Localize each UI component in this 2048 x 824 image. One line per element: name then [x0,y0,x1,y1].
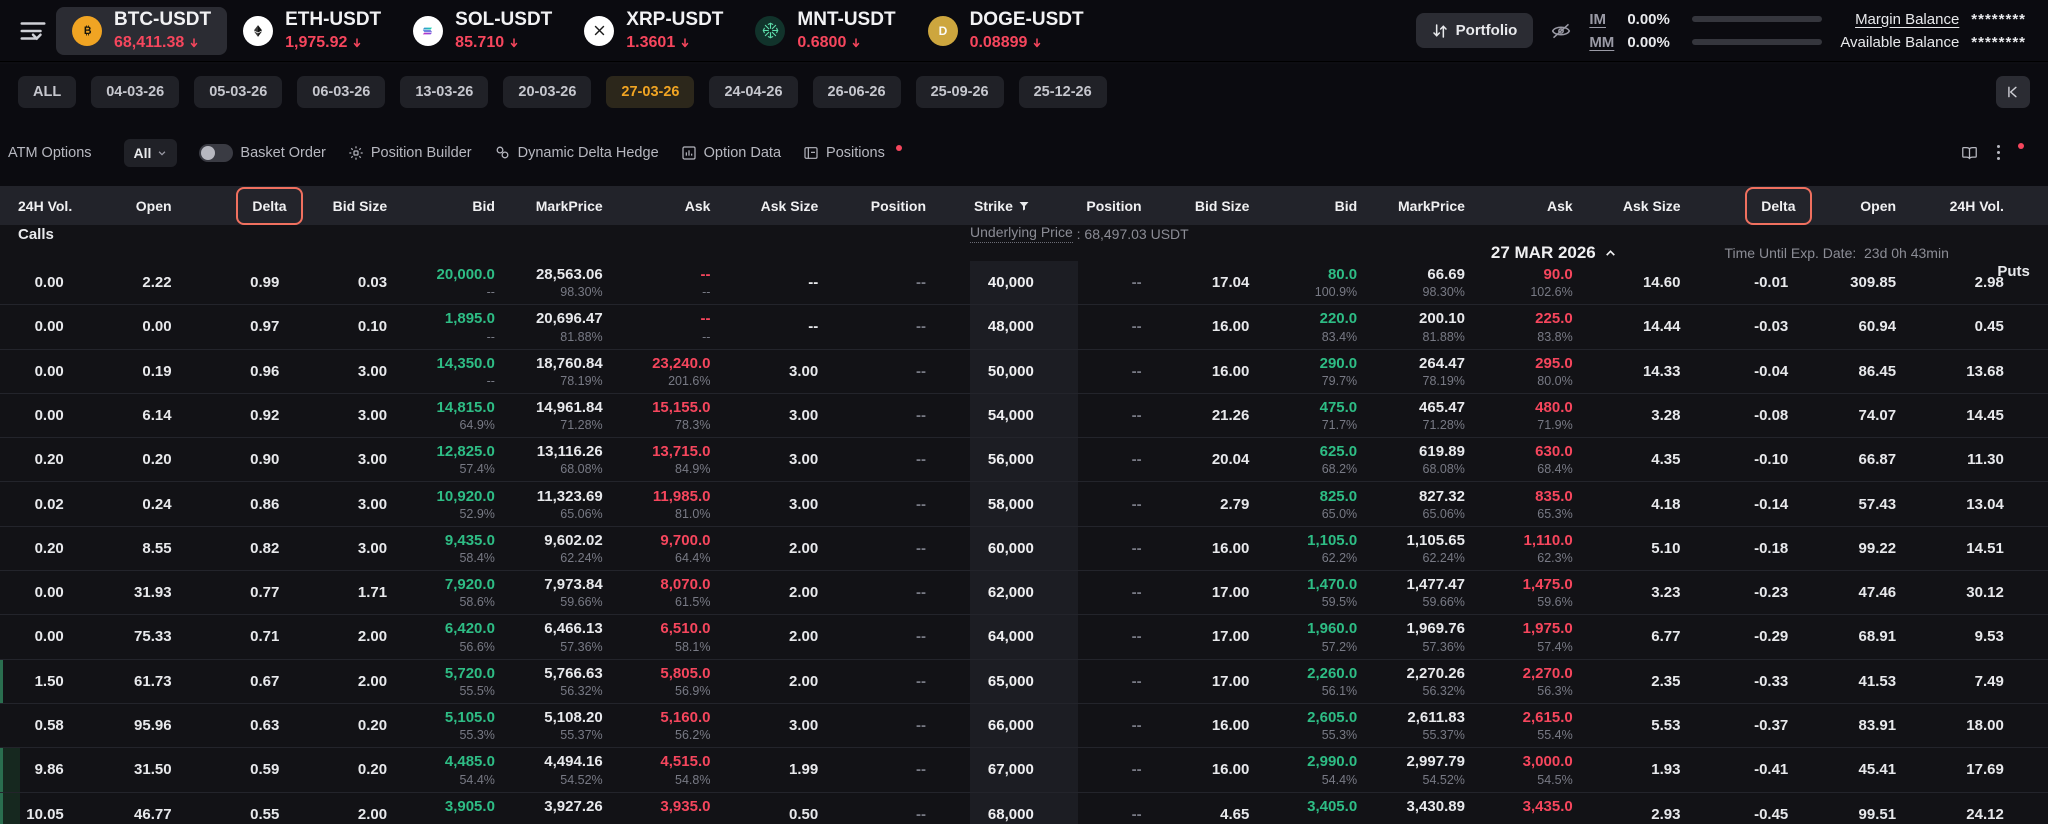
svg-text:D: D [938,24,947,38]
svg-text:B: B [83,25,91,37]
